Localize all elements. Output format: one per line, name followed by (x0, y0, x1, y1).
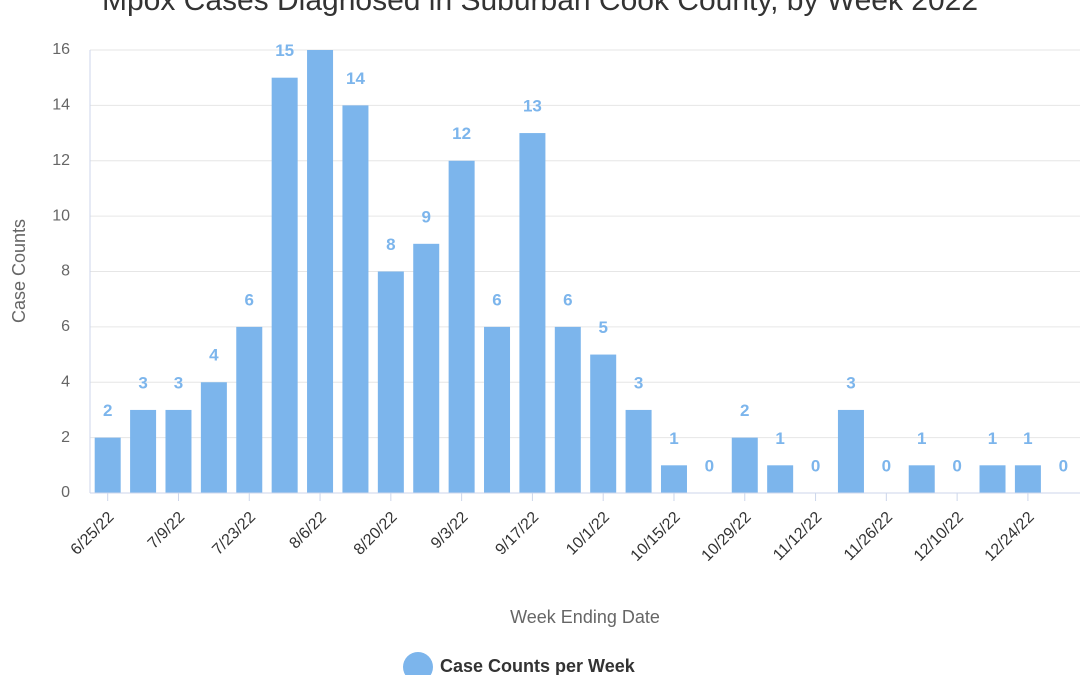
data-label: 13 (523, 97, 542, 116)
data-label: 3 (174, 373, 183, 392)
bar (484, 326, 511, 493)
x-axis-label: Week Ending Date (510, 607, 660, 627)
x-tick-label: 7/9/22 (145, 509, 189, 553)
bar (271, 77, 298, 493)
data-label: 6 (492, 290, 501, 309)
bar (837, 409, 864, 493)
bar (342, 105, 369, 493)
data-label: 1 (917, 429, 926, 448)
data-label: 0 (952, 456, 961, 475)
chart-title: Mpox Cases Diagnosed in Suburban Cook Co… (102, 0, 978, 17)
x-tick-label: 11/26/22 (841, 509, 896, 564)
bar (377, 271, 404, 493)
x-tick-label: 7/23/22 (209, 509, 259, 559)
data-label: 1 (669, 429, 678, 448)
legend-marker (403, 652, 433, 675)
data-label: 3 (138, 373, 147, 392)
data-label: 14 (346, 69, 365, 88)
x-tick-label: 8/20/22 (351, 509, 401, 559)
data-label: 8 (386, 235, 395, 254)
y-tick-label: 8 (61, 263, 70, 280)
x-tick-label: 9/17/22 (492, 509, 542, 559)
data-label: 15 (275, 41, 294, 60)
bar (660, 465, 687, 493)
y-tick-label: 4 (61, 373, 70, 390)
data-label: 3 (634, 373, 643, 392)
x-tick-label: 6/25/22 (68, 509, 118, 559)
y-tick-label: 6 (61, 318, 70, 335)
x-tick-label: 12/24/22 (982, 509, 1038, 565)
bar (519, 133, 546, 493)
data-label: 4 (209, 346, 219, 365)
data-label: 0 (811, 456, 820, 475)
y-tick-label: 2 (61, 429, 70, 446)
data-label: 0 (882, 456, 891, 475)
data-label: 3 (846, 373, 855, 392)
data-label: 2 (103, 401, 112, 420)
bar (413, 243, 440, 493)
data-label: 0 (705, 456, 714, 475)
bar (236, 326, 263, 493)
x-tick-label: 10/15/22 (628, 509, 684, 565)
x-tick-label: 10/1/22 (563, 509, 613, 559)
y-tick-label: 12 (52, 152, 70, 169)
x-tick-label: 8/6/22 (286, 509, 330, 553)
legend-label: Case Counts per Week (440, 656, 636, 675)
x-tick-label: 12/10/22 (911, 509, 967, 565)
data-label: 5 (598, 318, 607, 337)
y-tick-label: 10 (52, 207, 70, 224)
data-label: 0 (1059, 456, 1068, 475)
data-label: 1 (775, 429, 784, 448)
bar (767, 465, 794, 493)
data-label: 2 (740, 401, 749, 420)
data-label: 6 (245, 290, 254, 309)
bar (94, 437, 121, 493)
bar (200, 382, 227, 493)
bar (448, 160, 475, 493)
bar (590, 354, 617, 493)
bar (979, 465, 1006, 493)
y-tick-label: 16 (52, 41, 70, 58)
bar (731, 437, 758, 493)
data-label: 1 (1023, 429, 1032, 448)
bar (1014, 465, 1041, 493)
bar (625, 409, 652, 493)
bar (130, 409, 157, 493)
y-tick-label: 14 (52, 97, 70, 114)
y-axis-label: Case Counts (9, 219, 29, 323)
bar (307, 50, 334, 493)
x-tick-label: 11/12/22 (770, 509, 825, 564)
data-label: 12 (452, 124, 471, 143)
data-label: 1 (988, 429, 997, 448)
bar (165, 409, 192, 493)
x-tick-label: 9/3/22 (428, 509, 472, 553)
data-label: 6 (563, 290, 572, 309)
y-tick-label: 0 (61, 484, 70, 501)
bar (908, 465, 935, 493)
bar (554, 326, 581, 493)
data-label: 9 (421, 207, 430, 226)
x-tick-label: 10/29/22 (699, 509, 755, 565)
